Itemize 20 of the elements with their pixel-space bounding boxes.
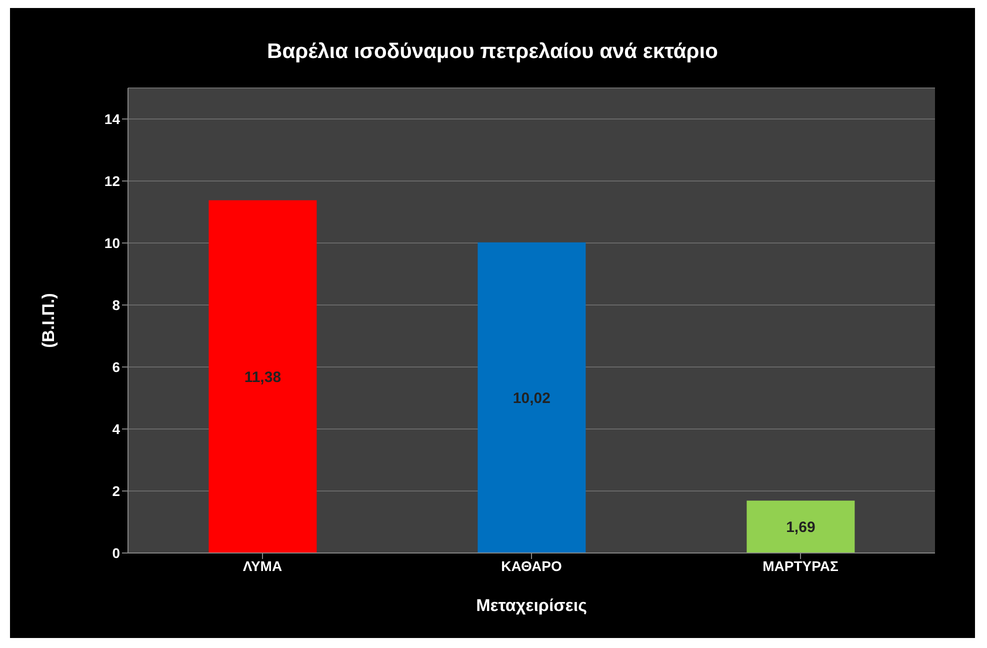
y-tick-label: 10	[104, 234, 120, 251]
x-tick-label: ΚΑΘΑΡΟ	[501, 558, 562, 574]
y-tick-label: 8	[112, 296, 120, 313]
data-label: 11,38	[244, 368, 282, 386]
y-tick-label: 12	[104, 172, 120, 189]
chart-title: Βαρέλια ισοδύναμου πετρελαίου ανά εκτάριο	[266, 40, 719, 64]
data-label: 10,02	[512, 390, 550, 408]
x-axis-title: Μεταχειρίσεις	[476, 596, 588, 615]
y-tick-label: 4	[112, 420, 120, 437]
bar	[478, 242, 586, 553]
bar	[208, 200, 317, 553]
x-tick-label: ΛΥΜΑ	[242, 558, 282, 574]
y-axis-title: (Β.Ι.Π.)	[39, 293, 58, 348]
bar	[746, 500, 855, 553]
y-tick-label: 2	[112, 482, 120, 499]
y-tick-label: 6	[112, 358, 120, 375]
y-tick-label: 0	[112, 544, 120, 561]
x-tick-label: ΜΑΡΤΥΡΑΣ	[762, 558, 838, 574]
data-label: 1,69	[786, 519, 816, 536]
y-tick-label: 14	[104, 110, 120, 127]
